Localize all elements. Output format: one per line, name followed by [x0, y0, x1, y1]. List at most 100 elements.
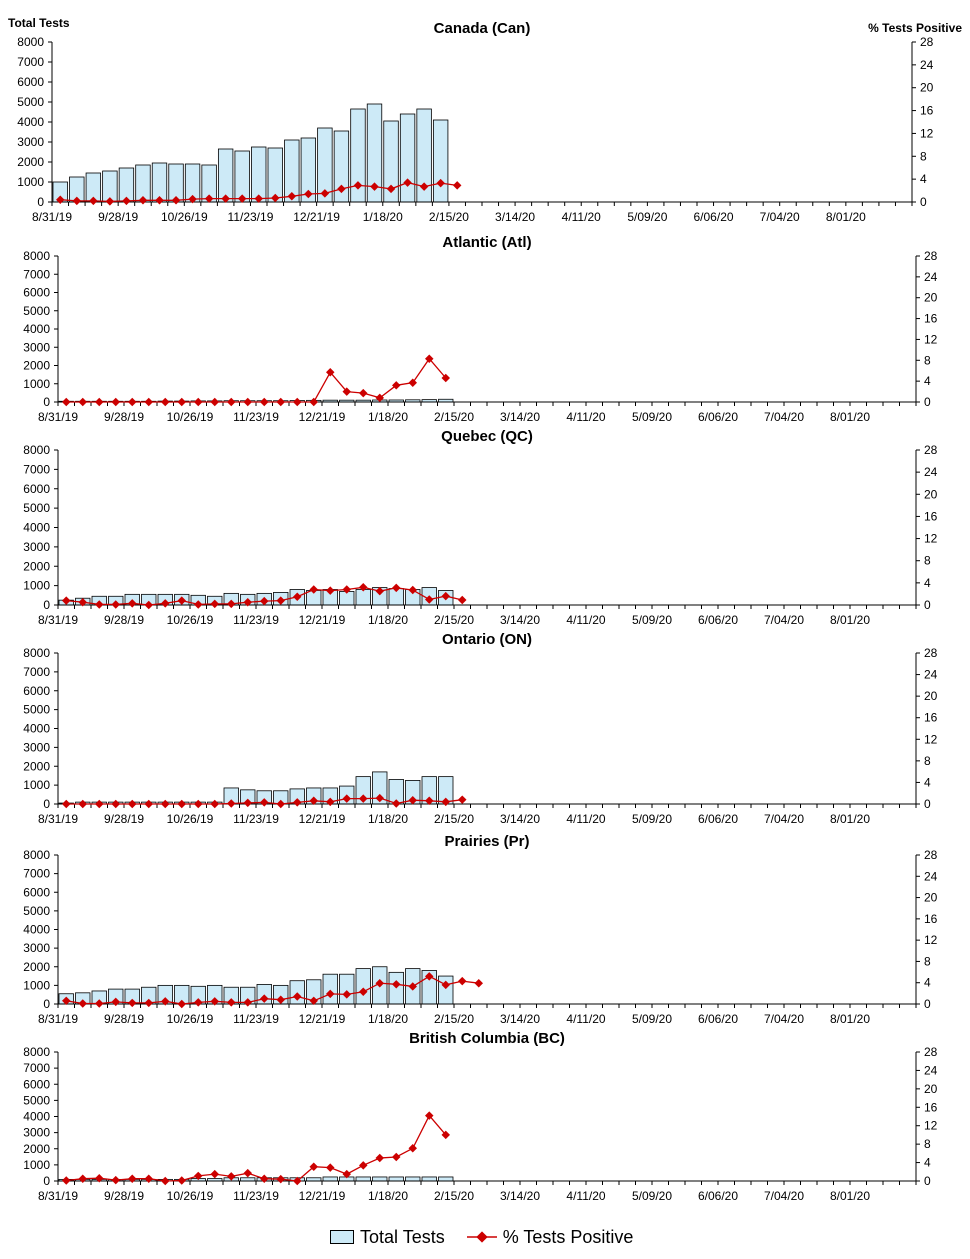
chart-legend: Total Tests % Tests Positive	[330, 1224, 633, 1250]
panel-6-xtick-label: 8/31/19	[38, 1189, 78, 1203]
panel-6-pct-point	[243, 1168, 252, 1178]
panel-6-ytick-left-label: 2000	[23, 1142, 50, 1156]
panel-4-pct-point	[441, 797, 450, 807]
panel-6-ytick-right-label: 16	[924, 1100, 938, 1114]
panel-2-pct-point	[78, 397, 87, 407]
panel-1-pct-point	[337, 184, 346, 194]
panel-3-pct-point	[342, 585, 351, 594]
right-axis-title: % Tests Positive	[868, 21, 962, 35]
panel-6-pct-point	[342, 1169, 351, 1179]
panel-6-xtick-label: 8/01/20	[830, 1189, 870, 1203]
panel-1-pct-point	[89, 196, 98, 206]
panel-6-pct-point	[276, 1174, 285, 1184]
panel-1-xtick-label: 8/31/19	[32, 210, 72, 224]
panel-1-ytick-right-label: 0	[920, 195, 927, 209]
panel-4-ytick-right-label: 8	[924, 754, 931, 768]
panel-1-xtick-label: 12/21/19	[293, 210, 340, 224]
panel-1-xtick-label: 6/06/20	[694, 210, 734, 224]
panel-5-ytick-left-label: 4000	[23, 923, 50, 937]
panel-2-pct-point	[276, 397, 285, 407]
panel-5-pct-point	[392, 980, 401, 989]
panel-6-pct-point	[375, 1153, 384, 1163]
panel-3-bar	[355, 589, 371, 606]
panel-3-pct-point	[309, 585, 318, 594]
panel-6-xtick-label: 2/15/20	[434, 1189, 474, 1203]
panel-1-ytick-right-label: 4	[920, 172, 927, 186]
panel-4-xtick-label: 1/18/20	[368, 812, 408, 826]
panel-4-xtick-label: 10/26/19	[167, 812, 214, 826]
panel-1-ytick-left-label: 3000	[17, 135, 44, 149]
panel-6-pct-point	[128, 1174, 137, 1183]
panel-1-ytick-left-label: 5000	[17, 95, 44, 109]
panel-2-ytick-left-label: 7000	[23, 267, 50, 281]
panel-4-title: Ontario (ON)	[442, 631, 532, 648]
panel-6-xtick-label: 11/23/19	[233, 1189, 279, 1203]
panel-3-title: Quebec (QC)	[441, 428, 533, 445]
panel-1-pct-point	[403, 178, 412, 187]
panel-6-pct-point	[441, 1130, 450, 1140]
panel-3-xtick-label: 4/11/20	[566, 613, 605, 627]
panel-6-ytick-left-label: 3000	[23, 1126, 50, 1140]
panel-1-ytick-left-label: 8000	[17, 35, 44, 49]
panel-6-ytick-right-label: 12	[924, 1119, 938, 1133]
panel-2-pct-point	[210, 397, 219, 407]
panel-5-ytick-right-label: 24	[924, 869, 938, 883]
panel-2-pct-point	[62, 397, 71, 407]
panel-3-ytick-left-label: 2000	[23, 559, 50, 573]
panel-1-pct-point	[171, 196, 181, 205]
panel-1-ytick-right-label: 8	[920, 149, 927, 163]
panel-4-xtick-label: 8/31/19	[38, 812, 78, 826]
panel-2-pct-point	[194, 397, 203, 407]
panel-2-pct-point	[95, 397, 104, 407]
panel-3-ytick-right-label: 24	[924, 465, 938, 479]
panel-4-pct-point	[375, 793, 384, 803]
panel-2-ytick-right-label: 16	[924, 312, 938, 326]
panel-2-ytick-right-label: 24	[924, 270, 938, 284]
panel-1-bar	[217, 148, 234, 203]
panel-2-pct-point	[441, 373, 450, 383]
panel-3-xtick-label: 7/04/20	[764, 613, 804, 627]
panel-4-pct-point	[161, 799, 170, 809]
panel-2-xtick-label: 8/31/19	[38, 410, 78, 424]
panel-2-ytick-right-label: 28	[924, 249, 938, 263]
panel-3-ytick-left-label: 6000	[23, 482, 50, 496]
panel-4-ytick-left-label: 1000	[23, 778, 50, 792]
panel-1-xtick-label: 8/01/20	[826, 210, 866, 224]
panel-5-bar	[355, 968, 371, 1005]
panel-6-title: British Columbia (BC)	[409, 1030, 565, 1047]
panel-4-pct-point	[62, 799, 71, 809]
panel-2-pct-point	[260, 397, 269, 407]
panel-4-xtick-label: 8/01/20	[830, 812, 870, 826]
panel-5-pct-point	[260, 994, 269, 1003]
panel-2-pct-point	[375, 393, 384, 403]
panel-3-xtick-label: 1/18/20	[368, 613, 408, 627]
panel-6-pct-point	[408, 1144, 417, 1153]
panel-2-ytick-right-label: 4	[924, 374, 931, 388]
panel-5-xtick-label: 11/23/19	[233, 1012, 279, 1026]
panel-4-pct-point	[260, 798, 269, 807]
legend-label-pct-positive: % Tests Positive	[502, 1226, 634, 1247]
panel-2-ytick-right-label: 20	[924, 291, 938, 305]
panel-6-ytick-left-label: 8000	[23, 1045, 50, 1059]
panel-4-ytick-right-label: 4	[924, 775, 931, 789]
panel-4-xtick-label: 6/06/20	[698, 812, 738, 826]
panel-5-ytick-right-label: 28	[924, 848, 938, 862]
panel-1-pct-point	[287, 192, 297, 201]
panel-1-ytick-left-label: 2000	[17, 155, 44, 169]
panel-2-ytick-left-label: 2000	[23, 359, 50, 373]
panel-6-xtick-label: 9/28/19	[104, 1189, 144, 1203]
panel-1-xtick-label: 1/18/20	[363, 210, 403, 224]
panel-6-xtick-label: 3/14/20	[500, 1189, 540, 1203]
panel-5-xtick-label: 10/26/19	[167, 1012, 214, 1026]
panel-5-pct-point	[326, 989, 335, 999]
panel-6-pct-point	[161, 1176, 170, 1186]
panel-5-ytick-left-label: 5000	[23, 904, 50, 918]
panel-6-bar	[372, 1176, 388, 1182]
panel-5-ytick-left-label: 6000	[23, 885, 50, 899]
panel-3-ytick-right-label: 4	[924, 576, 931, 590]
panel-1-xtick-label: 3/14/20	[495, 210, 535, 224]
panel-1-pct-point	[436, 178, 445, 188]
panel-2-xtick-label: 3/14/20	[500, 410, 540, 424]
panel-6-pct-point	[326, 1163, 335, 1172]
